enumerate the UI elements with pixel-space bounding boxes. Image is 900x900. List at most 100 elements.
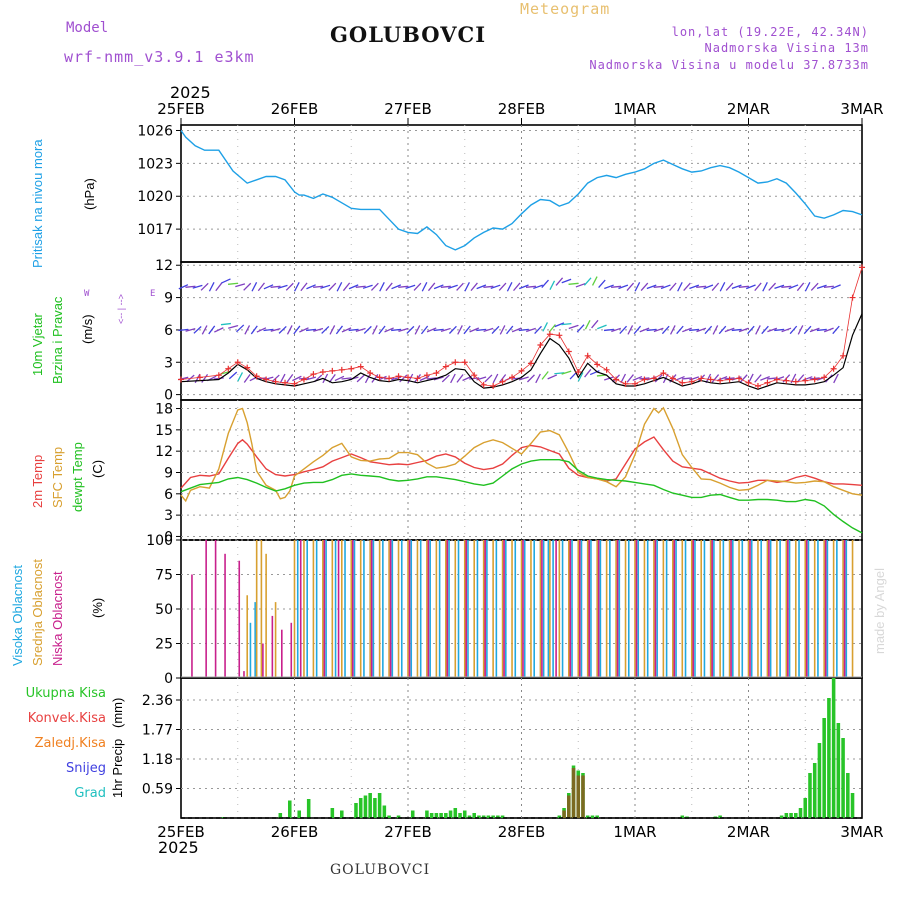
wind-vector xyxy=(450,373,456,384)
legend-total-rain: Ukupna Kisa xyxy=(25,686,106,701)
wind-vector xyxy=(554,372,565,375)
wind-vector xyxy=(831,284,841,290)
wind-vector xyxy=(576,324,585,333)
wind-vector xyxy=(681,377,693,380)
x-tick-label-top: 27FEB xyxy=(384,100,431,118)
precip-total-bar xyxy=(306,799,311,818)
wind-vector xyxy=(385,282,393,292)
precip-total-bar xyxy=(434,813,439,818)
wind-vector xyxy=(781,327,792,333)
precip-total-bar xyxy=(439,813,443,818)
precip-total-bar xyxy=(836,723,841,818)
wind-vector xyxy=(731,284,742,290)
wind-speed-line xyxy=(180,313,863,390)
precip-total-bar xyxy=(557,815,562,818)
precip-total-bar xyxy=(500,815,505,818)
wind-vector xyxy=(213,377,224,380)
y-tick-label: 0.59 xyxy=(142,782,173,798)
legend-frozen-rain: Zaledj.Kisa xyxy=(34,736,106,751)
wind-vector xyxy=(738,285,749,288)
wind-vector xyxy=(470,282,478,292)
wind-vector xyxy=(433,376,444,381)
wind-vector xyxy=(251,282,258,292)
wind-vector xyxy=(584,319,591,330)
wind-vector xyxy=(271,374,280,383)
wind-vector xyxy=(591,276,598,286)
wind-vector xyxy=(328,282,337,291)
pressure-line xyxy=(180,130,863,251)
wind-vector xyxy=(194,373,201,384)
wind-vector xyxy=(541,371,549,380)
wind-vector xyxy=(398,285,409,288)
wind-vector xyxy=(456,282,464,291)
station-title: GOLUBOVCI xyxy=(330,22,487,47)
wind-vector xyxy=(526,374,535,383)
precip-total-bar xyxy=(287,800,292,818)
wind-vector xyxy=(541,279,549,288)
x-tick-label-bottom: 1MAR xyxy=(613,823,656,841)
x-tick-label-top: 3MAR xyxy=(840,100,883,118)
x-tick-label-top: 2MAR xyxy=(727,100,770,118)
wind-vector xyxy=(725,282,734,291)
wind-vector xyxy=(483,327,494,333)
wind-vector xyxy=(306,284,316,290)
wind-vector xyxy=(391,328,402,332)
precip-total-bar xyxy=(373,798,377,818)
elevation-text: Nadmorska Visina 13m xyxy=(704,41,869,55)
wind-vector xyxy=(235,283,246,288)
wind-vector xyxy=(561,370,572,375)
wind-vector xyxy=(738,327,749,333)
precip-total-bar xyxy=(590,815,595,818)
precip-total-bar xyxy=(789,813,793,818)
wind-vector xyxy=(584,368,592,378)
precip-total-bar xyxy=(330,808,335,818)
wind-vector xyxy=(306,328,317,332)
precip-total-bar xyxy=(794,813,798,818)
wind-vector xyxy=(627,325,634,335)
wind-vector xyxy=(761,325,769,335)
wind-vector xyxy=(676,325,684,335)
precip-total-bar xyxy=(297,810,302,818)
wind-vector xyxy=(518,284,529,290)
model-elevation-text: Nadmorska Visina u modelu 37.8733m xyxy=(589,58,869,72)
wind-vector xyxy=(597,324,607,330)
y-tick-label: 1026 xyxy=(137,123,173,139)
wind-vector xyxy=(391,376,402,381)
precip-total-bar xyxy=(363,795,368,818)
wind-vector xyxy=(619,325,628,335)
wind-vector xyxy=(762,282,768,292)
y-tick-label: 0 xyxy=(164,671,173,687)
wind-vector xyxy=(518,376,529,381)
wind-vector xyxy=(669,282,677,292)
wind-vector xyxy=(583,277,592,286)
wind-vector xyxy=(201,325,208,335)
wind-vector xyxy=(456,374,464,383)
wind-vector xyxy=(300,282,308,292)
x-tick-label-bottom: 27FEB xyxy=(384,823,431,841)
wind-vector xyxy=(549,280,556,290)
wind-vector xyxy=(731,328,742,332)
precip-total-bar xyxy=(850,793,855,818)
wind-vector xyxy=(278,325,287,334)
wind-vector xyxy=(447,284,458,289)
x-tick-label-top: 1MAR xyxy=(613,100,656,118)
wind-vector xyxy=(704,325,713,335)
precip-total-bar xyxy=(444,813,448,818)
wind-vector xyxy=(696,327,707,333)
footer-station: GOLUBOVCI xyxy=(330,862,431,878)
x-tick-label-top: 26FEB xyxy=(271,100,318,118)
wind-vector xyxy=(178,284,189,290)
wind-vector xyxy=(341,327,352,333)
wind-vector xyxy=(712,325,719,335)
precip-total-bar xyxy=(846,773,850,818)
precip-total-bar xyxy=(585,815,590,818)
wind-vector xyxy=(535,373,541,384)
wind-vector xyxy=(809,327,820,333)
wind-vector xyxy=(464,282,470,292)
wind-vector xyxy=(689,284,700,290)
wind-vector xyxy=(399,374,408,383)
y-tick-label: 9 xyxy=(164,291,173,307)
x-tick-label-top: 25FEB xyxy=(157,100,204,118)
wind-vector xyxy=(506,325,514,335)
wind-vector xyxy=(378,325,386,335)
